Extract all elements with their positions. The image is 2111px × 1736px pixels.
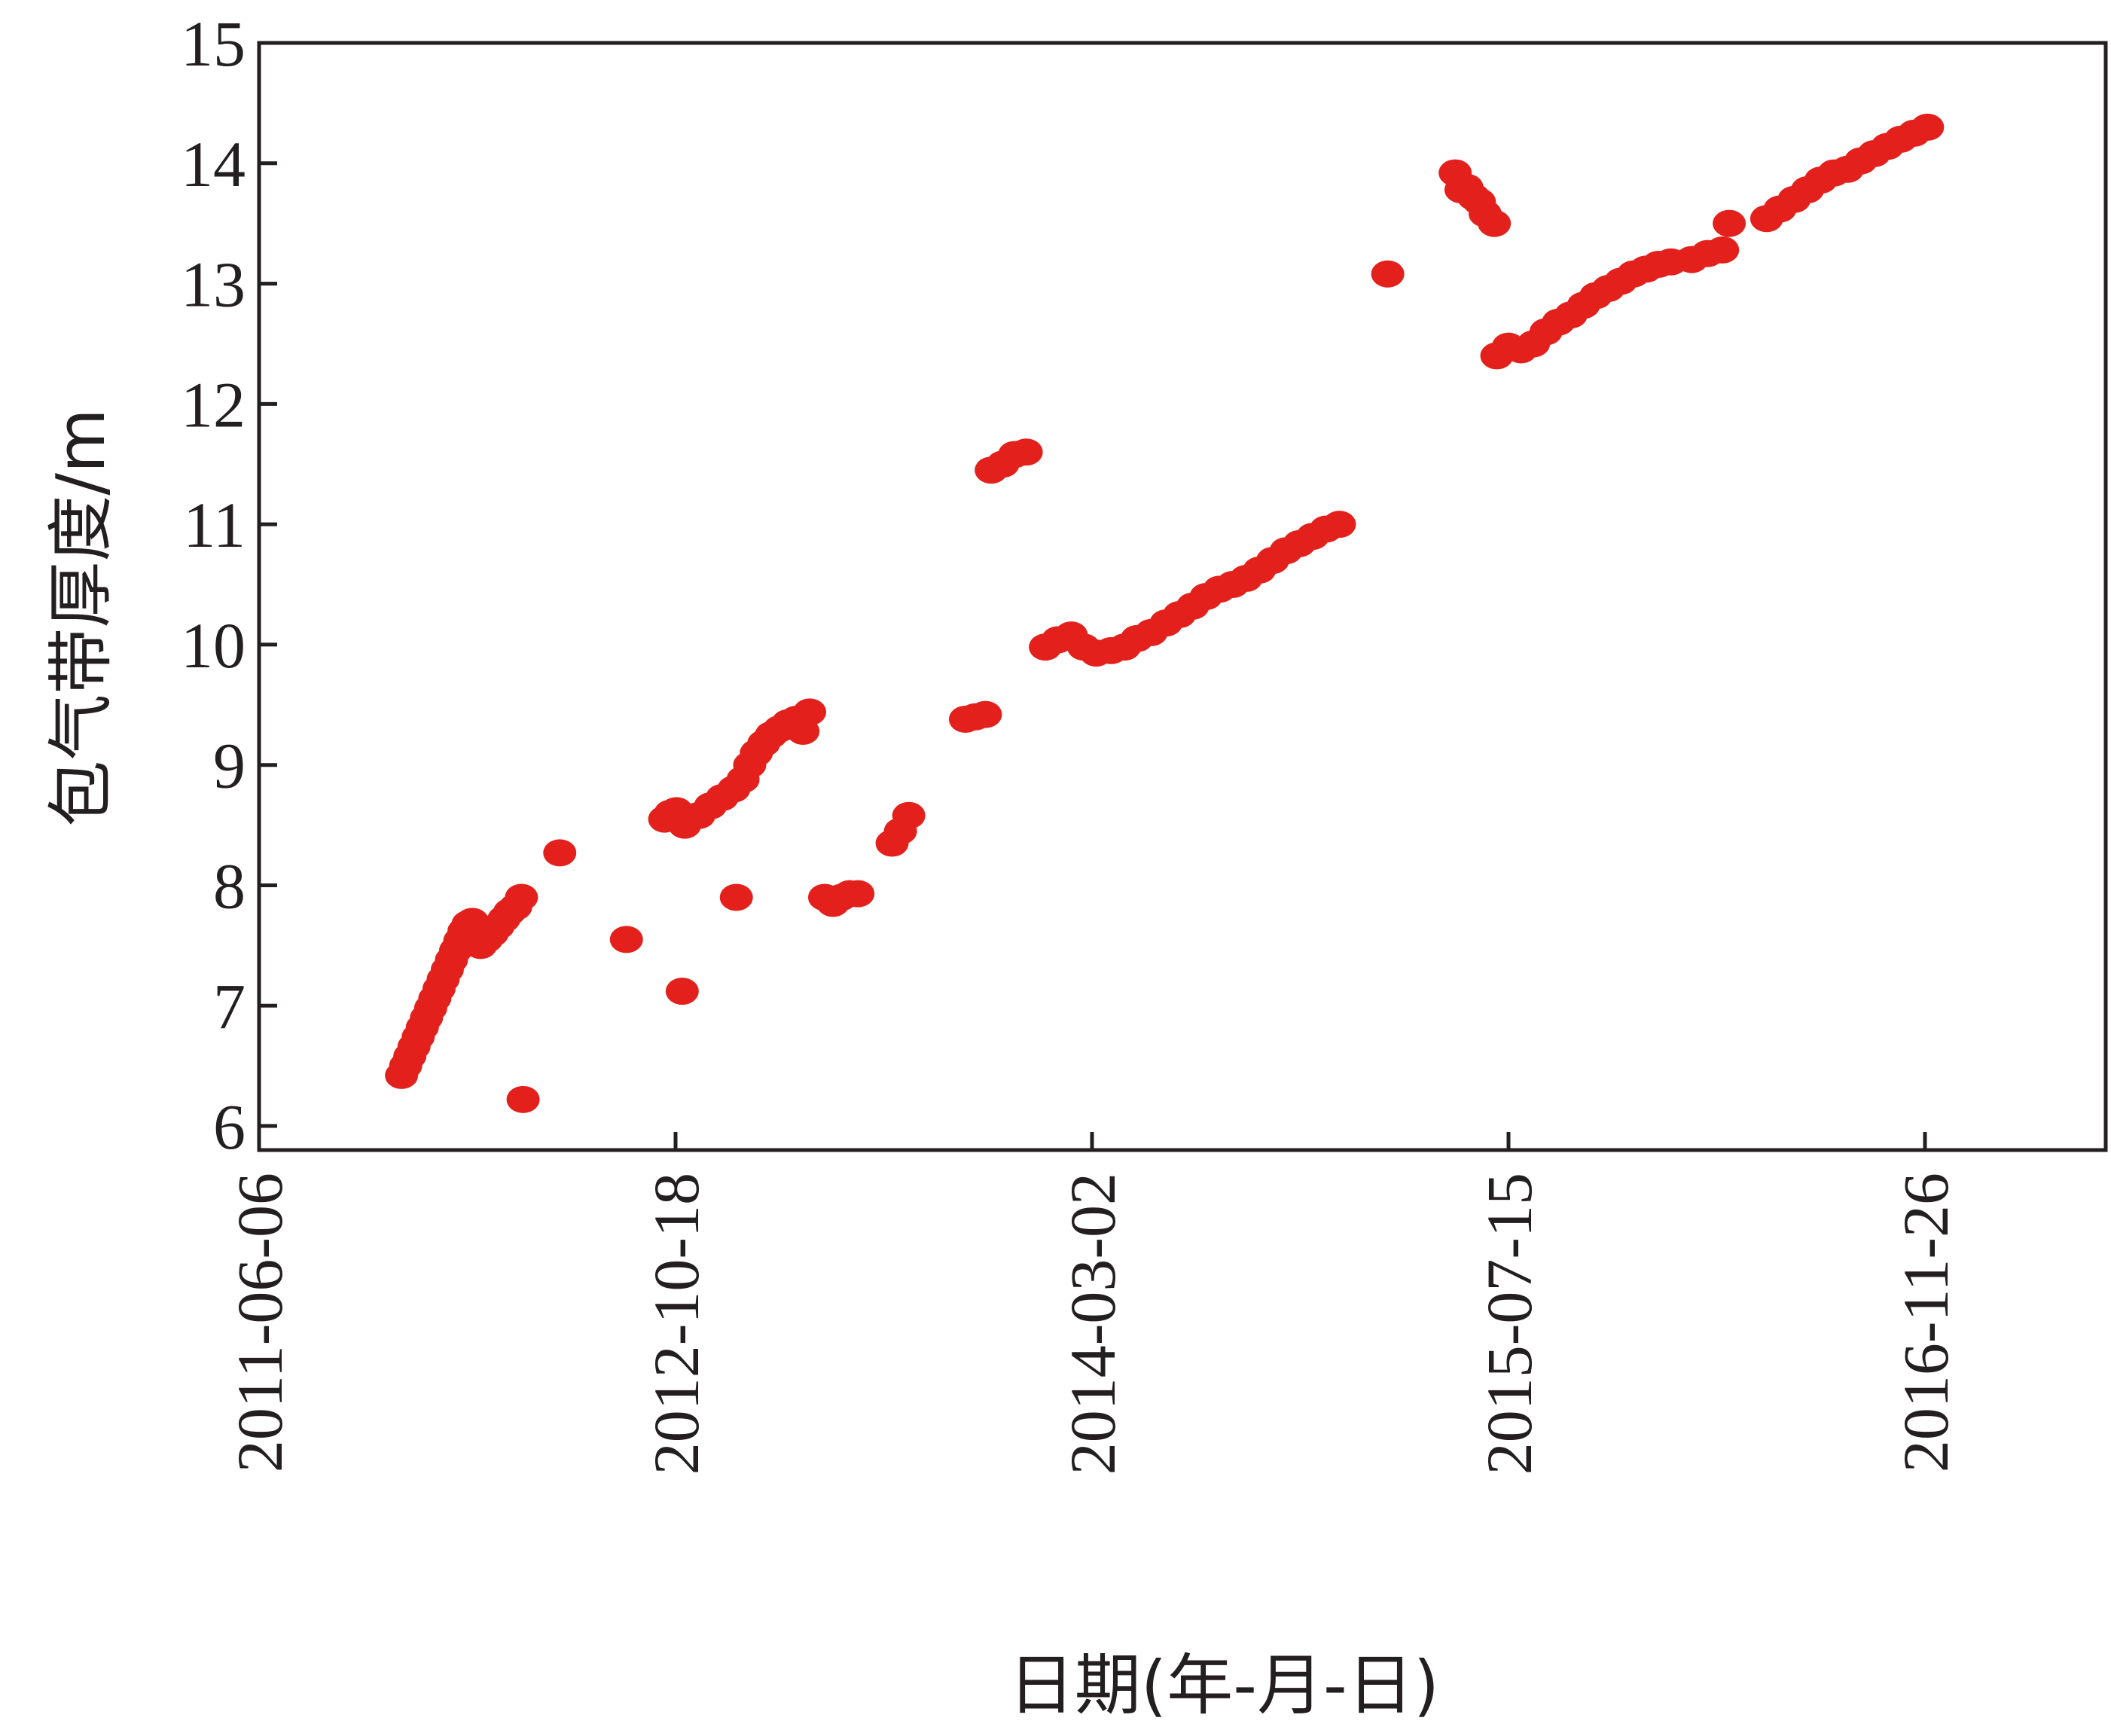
- y-tick-label: 7: [213, 970, 246, 1042]
- y-tick-label: 13: [181, 249, 246, 321]
- y-tick-label: 8: [213, 850, 246, 922]
- x-tick-label: 2011-06-06: [224, 1173, 296, 1472]
- data-points: [385, 113, 1945, 1113]
- data-point: [969, 700, 1002, 728]
- x-tick-label: 2012-10-18: [640, 1173, 712, 1475]
- data-point: [1713, 209, 1746, 237]
- y-tick-label: 14: [181, 128, 246, 200]
- y-tick-label: 9: [213, 730, 246, 802]
- y-axis-title: 包气带厚度/m: [42, 408, 120, 826]
- data-point: [1009, 438, 1043, 466]
- y-tick-label: 10: [181, 609, 246, 682]
- data-point: [841, 880, 875, 908]
- data-point: [793, 698, 827, 726]
- y-tick-label: 15: [181, 8, 246, 80]
- y-axis: 6 7 8 9 10 11 12 13 14 15: [181, 8, 277, 1163]
- plot-frame: [257, 41, 2108, 1152]
- x-tick-label: 2015-07-15: [1473, 1173, 1545, 1475]
- y-tick-label: 12: [181, 368, 246, 441]
- data-point: [719, 883, 753, 911]
- y-tick-label: 11: [183, 489, 246, 561]
- data-point: [665, 978, 699, 1005]
- data-point: [1322, 511, 1356, 538]
- data-point: [1911, 113, 1945, 141]
- data-point: [1706, 236, 1740, 264]
- x-axis: 2011-06-06 2012-10-18 2014-03-02 2015-07-15…: [224, 1132, 1962, 1475]
- data-point: [505, 883, 538, 911]
- data-point: [1371, 260, 1405, 288]
- data-point: [1478, 209, 1512, 237]
- x-axis-title: 日期(年-月-日): [1008, 1646, 1439, 1724]
- x-tick-label: 2016-11-26: [1890, 1173, 1962, 1472]
- data-point: [609, 926, 643, 953]
- data-point: [543, 839, 577, 867]
- x-tick-label: 2014-03-02: [1057, 1173, 1129, 1475]
- y-tick-label: 6: [213, 1091, 246, 1163]
- data-point: [506, 1085, 540, 1113]
- data-point: [892, 801, 926, 829]
